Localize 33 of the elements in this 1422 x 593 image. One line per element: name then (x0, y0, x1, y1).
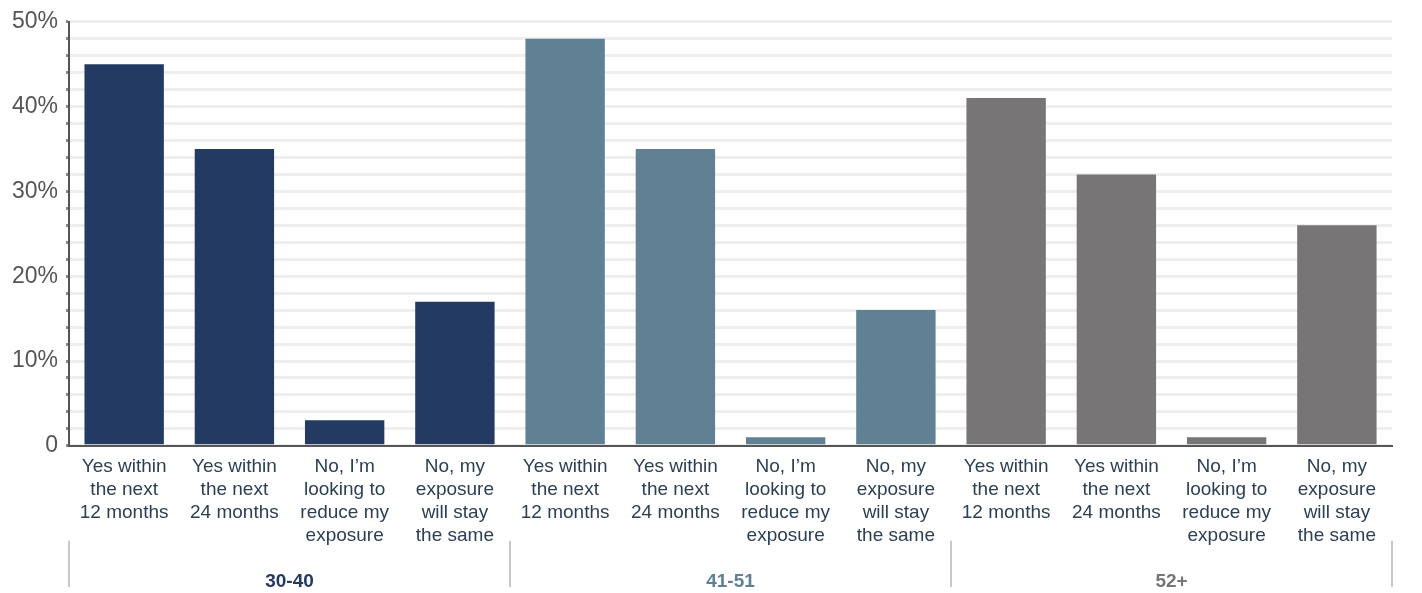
bar (856, 310, 936, 445)
x-tick-label: Yes within the next 24 months (190, 455, 279, 523)
bar (635, 149, 716, 445)
x-tick-label: No, my exposure will stay the same (856, 455, 935, 545)
x-tick-label: No, I’m looking to reduce my exposure (1182, 455, 1272, 545)
bar (1186, 437, 1267, 445)
y-tick-label: 20% (11, 261, 59, 288)
x-tick-label: Yes within the next 12 months (520, 455, 610, 523)
bar (1297, 225, 1377, 445)
bar (525, 38, 605, 445)
bar (304, 420, 385, 445)
x-tick-label: Yes within the next 24 months (1072, 455, 1161, 523)
x-tick-label: Yes within the next 12 months (79, 455, 169, 523)
bar (966, 98, 1046, 445)
x-tick-label: No, my exposure will stay the same (1297, 455, 1376, 545)
text: 30-40 (265, 569, 314, 591)
x-tick-label: No, my exposure will stay the same (415, 455, 494, 545)
bar (745, 437, 826, 445)
y-tick-label: 10% (11, 346, 59, 373)
y-tick-label: 40% (11, 91, 59, 118)
y-tick-label: 0 (45, 431, 59, 458)
bar (415, 301, 495, 445)
bar (1076, 174, 1157, 445)
text: 52+ (1155, 569, 1188, 591)
y-tick-label: 50% (11, 7, 59, 34)
bar (84, 64, 164, 445)
text: 41-51 (706, 569, 756, 591)
x-tick-label: No, I’m looking to reduce my exposure (741, 455, 831, 545)
x-tick-label: Yes within the next 12 months (961, 455, 1051, 523)
x-tick-label: Yes within the next 24 months (631, 455, 720, 523)
bar (194, 149, 275, 445)
x-tick-label: No, I’m looking to reduce my exposure (300, 455, 390, 545)
y-tick-label: 30% (11, 176, 59, 203)
